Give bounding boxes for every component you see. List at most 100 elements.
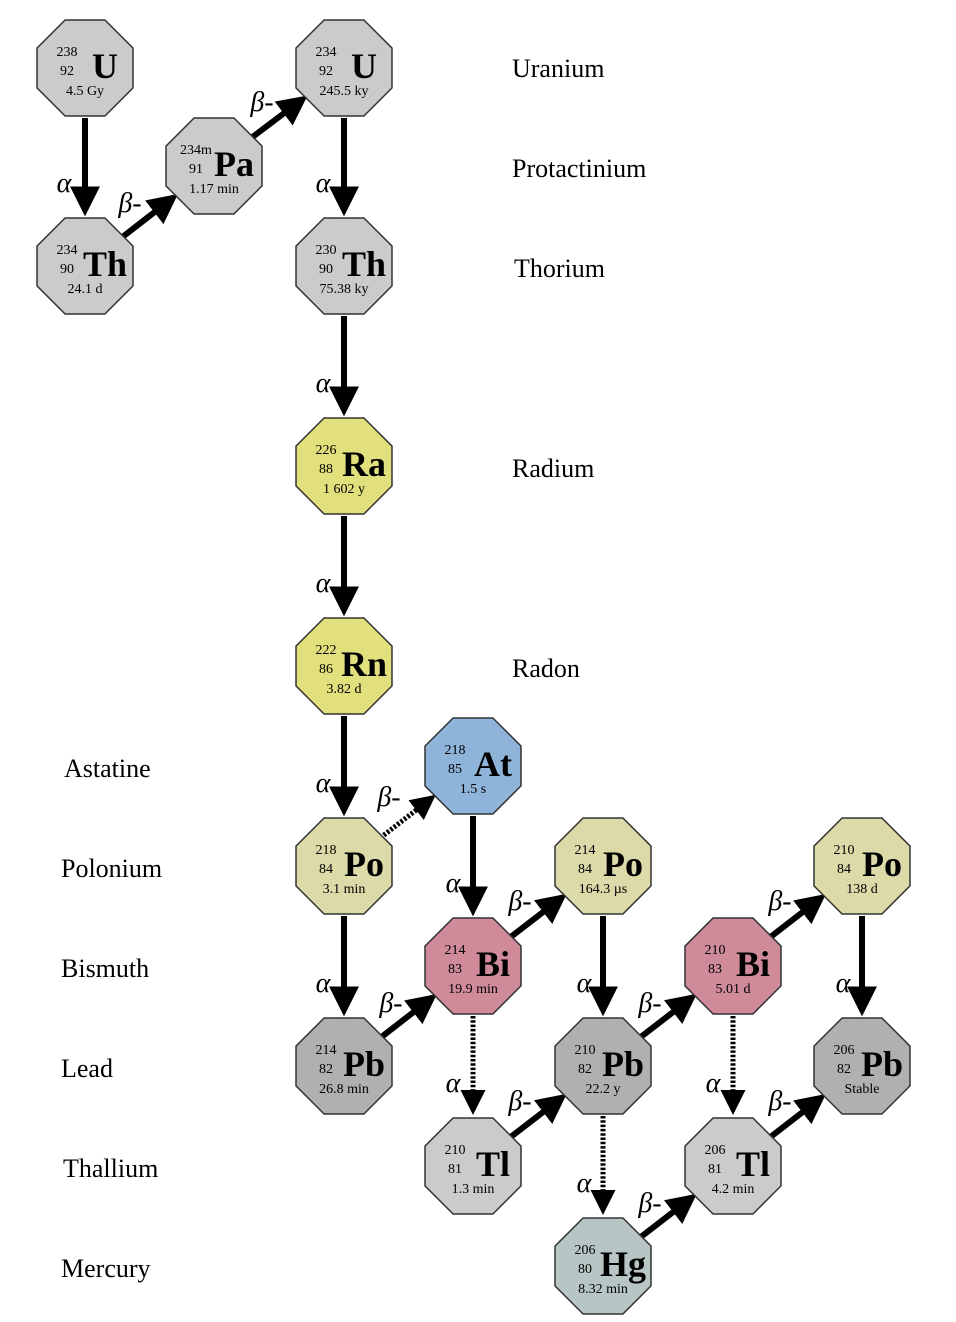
decay-mode-label-u238-to-th234: α <box>57 168 73 199</box>
label-radon: Radon <box>512 654 580 683</box>
decay-mode-label-u234-to-th230: α <box>316 168 332 199</box>
nuclide-octagon <box>813 1017 911 1115</box>
nuclide-symbol: At <box>474 744 512 784</box>
nuclide-mass-number: 226 <box>316 443 337 458</box>
nuclide-octagon <box>424 717 522 815</box>
nuclide-half-life: 1.3 min <box>452 1182 495 1197</box>
nuclide-mass-number: 206 <box>834 1043 855 1058</box>
nuclide-mass-number: 238 <box>57 45 78 60</box>
nuclide-mass-number: 218 <box>445 743 466 758</box>
decay-mode-label-pb214-to-bi214: β- <box>378 988 402 1019</box>
nuclide-half-life: 138 d <box>846 882 878 897</box>
decay-arrow-pa234m-to-u234 <box>248 95 308 141</box>
decay-arrow-po218-to-at218 <box>378 794 436 840</box>
nuclide-octagon <box>295 19 393 117</box>
nuclide-atomic-number: 80 <box>578 1262 592 1277</box>
nuclide-half-life: 3.82 d <box>327 682 362 697</box>
nuclide-pa234m: 234m 91 Pa1.17 min <box>165 117 263 215</box>
label-astatine: Astatine <box>64 754 151 783</box>
decay-arrow-pb210-to-bi210 <box>637 993 697 1041</box>
nuclide-half-life: 3.1 min <box>323 882 366 897</box>
nuclide-mass-number: 210 <box>705 943 726 958</box>
nuclide-half-life: 24.1 d <box>68 282 103 297</box>
nuclide-atomic-number: 92 <box>60 64 74 79</box>
nuclide-symbol: Po <box>344 844 384 884</box>
label-bismuth: Bismuth <box>61 954 149 983</box>
nuclide-half-life: 75.38 ky <box>320 282 369 297</box>
nuclide-atomic-number: 84 <box>837 862 851 877</box>
nuclide-octagon <box>684 1117 782 1215</box>
nuclide-u238: 238 92 U4.5 Gy <box>36 19 134 117</box>
label-lead: Lead <box>61 1054 113 1083</box>
nuclide-atomic-number: 83 <box>448 962 462 977</box>
nuclide-symbol: U <box>351 46 377 86</box>
label-protactinium: Protactinium <box>512 154 646 183</box>
decay-mode-label-tl206-to-pb206: β- <box>767 1086 791 1117</box>
nuclide-atomic-number: 82 <box>319 1062 333 1077</box>
nuclide-atomic-number: 82 <box>578 1062 592 1077</box>
nuclide-tl210: 210 81 Tl1.3 min <box>424 1117 522 1215</box>
decay-arrows <box>70 95 877 1241</box>
label-thorium: Thorium <box>514 254 605 283</box>
decay-mode-label-po218-to-at218: β- <box>376 782 400 813</box>
nuclide-atomic-number: 85 <box>448 762 462 777</box>
nuclide-half-life: 245.5 ky <box>320 84 369 99</box>
nuclide-mass-number: 214 <box>445 943 466 958</box>
decay-mode-label-bi210-to-tl206: α <box>706 1068 722 1099</box>
nuclide-symbol: Tl <box>736 1144 770 1184</box>
label-mercury: Mercury <box>61 1254 151 1283</box>
decay-mode-label-bi210-to-po210: β- <box>767 886 791 917</box>
nuclide-half-life: 1 602 y <box>323 482 365 497</box>
nuclide-symbol: Pb <box>861 1044 903 1084</box>
decay-arrow-tl206-to-pb206 <box>767 1093 826 1141</box>
nuclide-atomic-number: 86 <box>319 662 333 677</box>
decay-mode-label-po214-to-pb210: α <box>577 968 593 999</box>
decay-mode-label-pb210-to-hg206: α <box>577 1168 593 1199</box>
nuclide-octagon <box>295 617 393 715</box>
nuclide-atomic-number: 84 <box>578 862 592 877</box>
decay-mode-label-pb210-to-bi210: β- <box>637 988 661 1019</box>
nuclide-symbol: Bi <box>476 944 510 984</box>
nuclide-octagon <box>554 1017 652 1115</box>
nuclide-mass-number: 234 <box>316 45 337 60</box>
nuclide-symbol: Pb <box>602 1044 644 1084</box>
nuclide-half-life: 1.17 min <box>189 182 239 197</box>
decay-arrow-pb214-to-bi214 <box>378 993 437 1041</box>
nuclide-octagon <box>36 217 134 315</box>
nuclide-mass-number: 222 <box>316 643 337 658</box>
nuclide-mass-number: 214 <box>316 1043 337 1058</box>
nuclide-atomic-number: 90 <box>319 262 333 277</box>
decay-arrow-hg206-to-tl206 <box>637 1193 697 1241</box>
label-radium: Radium <box>512 454 594 483</box>
nuclide-po218: 218 84 Po3.1 min <box>295 817 393 915</box>
nuclide-octagon <box>684 917 782 1015</box>
decay-arrow-bi214-to-po214 <box>507 893 567 941</box>
nuclide-symbol: Po <box>603 844 643 884</box>
nuclide-atomic-number: 83 <box>708 962 722 977</box>
nuclide-symbol: Rn <box>341 644 387 684</box>
nuclide-half-life: 26.8 min <box>319 1082 369 1097</box>
nuclide-hg206: 206 80 Hg8.32 min <box>554 1217 652 1315</box>
decay-arrow-bi210-to-po210 <box>767 893 826 941</box>
nuclide-symbol: Pb <box>343 1044 385 1084</box>
decay-mode-label-bi214-to-po214: β- <box>507 886 531 917</box>
decay-mode-label-pa234m-to-u234: β- <box>249 87 273 118</box>
nuclide-symbol: Bi <box>736 944 770 984</box>
nuclide-atomic-number: 90 <box>60 262 74 277</box>
nuclide-atomic-number: 81 <box>708 1162 722 1177</box>
element-labels: Uranium Protactinium Thorium Radium Rado… <box>61 54 646 1283</box>
nuclide-atomic-number: 84 <box>319 862 333 877</box>
decay-mode-label-tl210-to-pb210: β- <box>507 1086 531 1117</box>
nuclide-half-life: 1.5 s <box>460 782 486 797</box>
nuclide-symbol: Pa <box>214 144 254 184</box>
nuclide-octagon <box>295 217 393 315</box>
nuclide-tl206: 206 81 Tl4.2 min <box>684 1117 782 1215</box>
nuclide-mass-number: 218 <box>316 843 337 858</box>
decay-arrow-tl210-to-pb210 <box>507 1093 567 1141</box>
